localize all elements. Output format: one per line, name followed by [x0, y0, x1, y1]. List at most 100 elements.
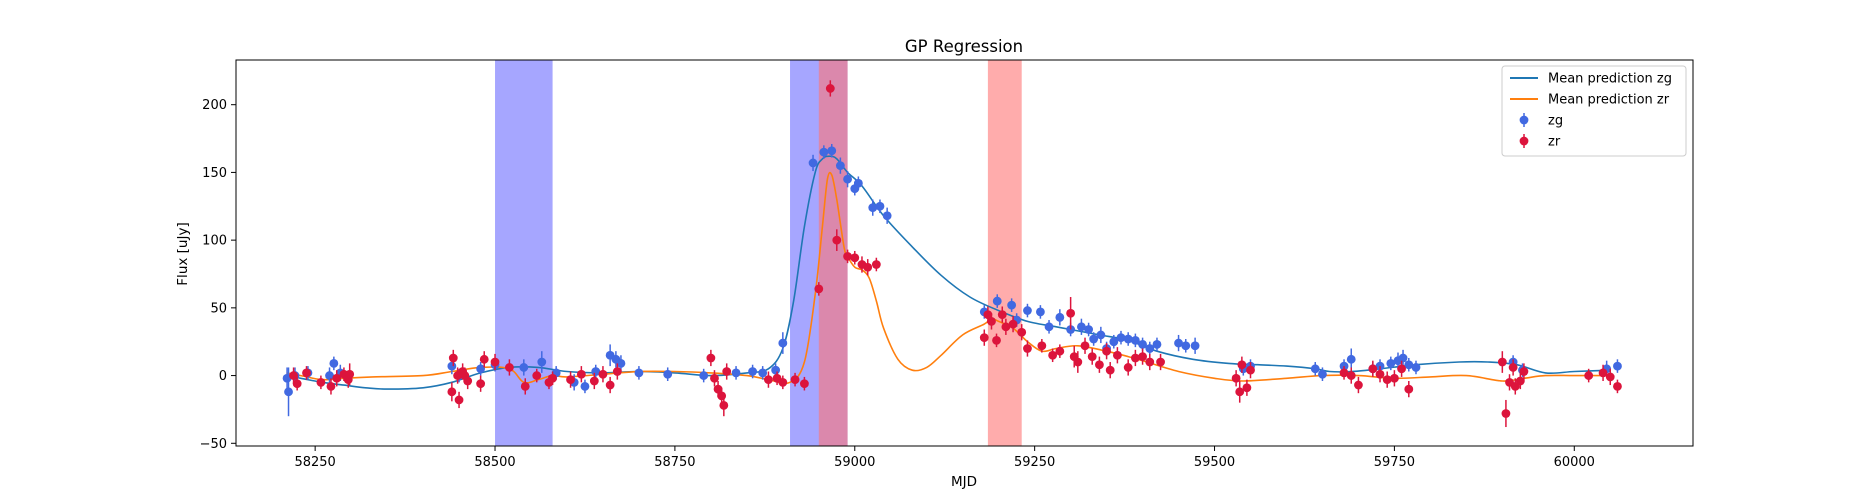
zg-point [875, 199, 885, 214]
zg-point [663, 367, 673, 381]
zr-point [1397, 360, 1406, 377]
zr-marker [1519, 367, 1529, 376]
zr-point [326, 378, 336, 395]
zr-point [979, 329, 989, 346]
zr-point [1339, 366, 1349, 380]
zg-marker [476, 364, 486, 374]
shaded-region-red-3 [987, 60, 1022, 446]
zr-point [1605, 368, 1615, 386]
zr-marker [479, 354, 489, 364]
legend-box [1501, 65, 1687, 157]
zr-point [1237, 356, 1247, 373]
zr-marker [1501, 409, 1511, 418]
zg-point [731, 366, 741, 380]
x-tick-label: 59000 [834, 455, 875, 470]
zg-point [1346, 348, 1356, 371]
zg-point [1145, 341, 1155, 356]
zg-point [1398, 349, 1408, 367]
zr-point [790, 372, 800, 387]
zr-marker [1242, 383, 1252, 393]
mean-prediction-zg-line [286, 155, 1611, 390]
zr-marker [1613, 382, 1622, 391]
zg-point [835, 157, 845, 174]
zr-point [722, 363, 732, 380]
zr-marker [825, 84, 835, 93]
zg-point [843, 171, 852, 188]
zg-point [853, 176, 863, 191]
zg-point [616, 355, 626, 372]
zr-point [1145, 353, 1155, 371]
zr-marker [289, 371, 298, 380]
zg-point [1116, 330, 1126, 345]
zr-point [302, 366, 311, 380]
zr-point [706, 349, 716, 367]
zr-point [479, 351, 489, 368]
zr-marker [850, 253, 860, 263]
zg-marker [1145, 344, 1155, 353]
zg-marker [1138, 340, 1147, 349]
legend-marker-swatch [1519, 115, 1529, 125]
y-tick-label: 50 [210, 301, 227, 316]
zg-marker [778, 338, 788, 348]
zg-marker [731, 368, 741, 378]
zg-point [1023, 303, 1032, 318]
zr-point [447, 382, 457, 402]
zr-point [1515, 372, 1525, 390]
zr-marker [1231, 373, 1241, 383]
zg-marker [1310, 364, 1320, 374]
zr-marker [1138, 352, 1147, 362]
zr-marker [1497, 357, 1507, 367]
zg-point [819, 145, 829, 159]
x-tick-label: 58750 [654, 455, 695, 470]
legend-label: Mean prediction zg [1548, 72, 1672, 87]
zg-point [1181, 339, 1191, 353]
mean-prediction-zr-line [286, 171, 1611, 385]
zr-marker [532, 371, 542, 380]
zr-point [1613, 379, 1622, 394]
zr-point [532, 368, 542, 383]
zr-marker [764, 375, 773, 385]
zr-point [1048, 348, 1058, 363]
zg-marker [284, 387, 293, 397]
zr-point [764, 371, 773, 388]
legend-label: Mean prediction zr [1548, 93, 1670, 108]
zr-marker [345, 369, 355, 379]
zg-point [992, 294, 1002, 308]
x-tick-label: 59250 [1014, 455, 1055, 470]
zg-marker [1084, 325, 1094, 334]
zg-point [808, 154, 818, 172]
zr-point [448, 349, 458, 367]
zr-marker [987, 316, 996, 326]
zr-point [566, 371, 575, 388]
zr-point [800, 376, 809, 391]
zg-marker [591, 367, 601, 376]
zr-marker [832, 235, 842, 245]
zr-marker [589, 376, 599, 386]
zg-marker [325, 371, 334, 380]
chart-title: GP Regression [905, 37, 1023, 56]
zg-marker [1130, 335, 1140, 345]
zg-marker [1386, 358, 1396, 368]
zr-point [520, 378, 530, 395]
zr-marker [612, 367, 622, 376]
x-tick-label: 58250 [294, 455, 335, 470]
zr-point [987, 313, 996, 330]
zr-marker [1037, 341, 1047, 351]
zg-point [634, 366, 644, 380]
zg-point [1404, 357, 1414, 372]
zr-point [1390, 370, 1399, 387]
zr-marker [548, 373, 557, 383]
zr-point [992, 333, 1001, 348]
zr-marker [1073, 357, 1083, 367]
zr-marker [871, 260, 881, 269]
zg-point [1084, 322, 1094, 337]
zr-marker [710, 373, 719, 383]
zr-point [292, 376, 302, 391]
y-tick-label: 100 [202, 234, 227, 249]
x-axis-ticks: 58250 58500 58750 59000 59250 59500 59750 60000 [294, 446, 1595, 470]
zr-point [1037, 339, 1047, 353]
zr-point [345, 363, 355, 386]
zg-marker [1109, 337, 1119, 347]
zr-point [476, 375, 486, 392]
